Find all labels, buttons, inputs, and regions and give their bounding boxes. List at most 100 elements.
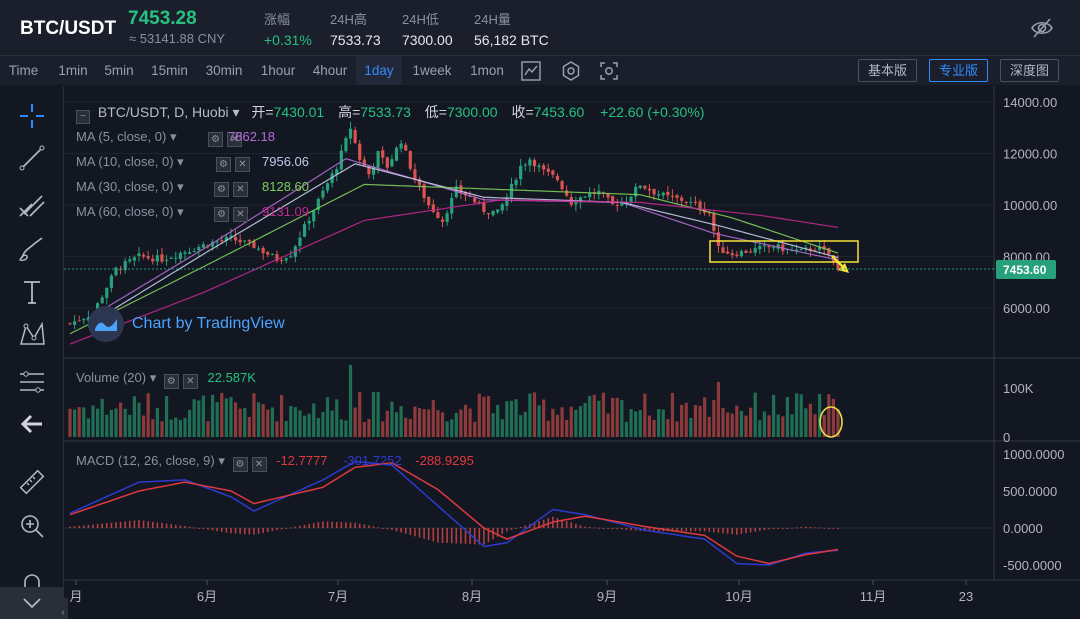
back-arrow-icon[interactable] bbox=[16, 408, 48, 440]
pair-name[interactable]: BTC/USDT bbox=[20, 18, 117, 39]
fib-retracement-icon[interactable] bbox=[16, 366, 48, 398]
volume-bar bbox=[404, 417, 408, 437]
close-icon[interactable]: ✕ bbox=[235, 157, 250, 172]
volume-bar bbox=[440, 412, 445, 437]
settings-gear-icon[interactable] bbox=[560, 60, 582, 82]
macd-hist-bar bbox=[648, 528, 651, 532]
trend-line-icon[interactable] bbox=[16, 142, 48, 174]
timeframe-30min[interactable]: 30min bbox=[205, 63, 243, 78]
text-tool-icon[interactable] bbox=[16, 276, 48, 308]
macd-hist-bar bbox=[575, 523, 577, 528]
candle-body bbox=[804, 247, 808, 249]
timeframe-1mon[interactable]: 1mon bbox=[470, 63, 504, 78]
macd-hist-bar bbox=[441, 528, 444, 543]
timeframe-4hour[interactable]: 4hour bbox=[312, 63, 348, 78]
gear-icon[interactable]: ⚙ bbox=[208, 132, 223, 147]
candle-body bbox=[160, 254, 164, 262]
chevron-down-icon[interactable]: ▾ bbox=[177, 154, 184, 169]
eye-off-icon[interactable] bbox=[1030, 16, 1054, 40]
macd-hist-bar bbox=[818, 527, 821, 529]
candle-body bbox=[325, 183, 330, 191]
panel-collapse-handle[interactable]: ‹ bbox=[58, 598, 68, 619]
screenshot-icon[interactable] bbox=[598, 60, 620, 82]
ruler-icon[interactable] bbox=[16, 466, 48, 498]
macd-tick-label: 1000.0000 bbox=[1003, 447, 1064, 462]
close-icon[interactable]: ✕ bbox=[182, 374, 198, 389]
candle-body bbox=[588, 192, 592, 198]
high-value: 7533.73 bbox=[360, 104, 411, 120]
macd-hist-bar bbox=[78, 525, 80, 528]
symbol-label[interactable]: BTC/USDT, D, Huobi bbox=[97, 104, 229, 120]
tradingview-watermark[interactable]: Chart by TradingView bbox=[88, 306, 285, 342]
macd-hist-bar bbox=[565, 520, 568, 528]
close-icon[interactable]: ✕ bbox=[227, 132, 242, 147]
timeframe-time[interactable]: Time bbox=[8, 63, 39, 78]
gear-icon[interactable]: ⚙ bbox=[216, 157, 231, 172]
candle-body bbox=[836, 262, 840, 270]
candle-body bbox=[109, 275, 113, 288]
volume-bar bbox=[477, 393, 481, 437]
volume-bar bbox=[367, 419, 371, 437]
chart-type-icon[interactable] bbox=[520, 60, 542, 82]
macd-hist-bar bbox=[717, 528, 720, 533]
close-icon[interactable]: ✕ bbox=[251, 457, 267, 472]
macd-hist-bar bbox=[708, 528, 711, 532]
collapse-tools-button[interactable] bbox=[0, 587, 64, 619]
macd-hist-bar bbox=[759, 528, 761, 531]
macd-hist-bar bbox=[731, 528, 734, 535]
consolidation-box bbox=[709, 240, 859, 263]
open-value: 7430.01 bbox=[273, 104, 325, 120]
candle-body bbox=[132, 257, 136, 261]
pitchfork-icon[interactable] bbox=[16, 188, 48, 220]
macd-hist-bar bbox=[69, 526, 71, 528]
volume-value: 22.587K bbox=[207, 370, 256, 385]
collapse-legend-icon[interactable]: − bbox=[76, 110, 90, 124]
x-tick-label: 7月 bbox=[328, 589, 348, 604]
candle-body bbox=[578, 197, 583, 203]
candle-body bbox=[114, 267, 118, 276]
timeframe-15min[interactable]: 15min bbox=[151, 63, 188, 78]
timeframe-1week[interactable]: 1week bbox=[412, 63, 452, 78]
volume-bar bbox=[224, 398, 228, 437]
magnet-icon[interactable] bbox=[16, 568, 48, 600]
timeframe-1min[interactable]: 1min bbox=[58, 63, 88, 78]
pattern-icon[interactable] bbox=[16, 318, 48, 350]
candle-body bbox=[693, 201, 698, 203]
timeframe-5min[interactable]: 5min bbox=[104, 63, 134, 78]
gear-icon[interactable]: ⚙ bbox=[163, 374, 179, 389]
macd-hist-bar bbox=[699, 528, 701, 532]
volume-bar bbox=[542, 399, 546, 437]
macd-hist-bar bbox=[119, 521, 122, 528]
brush-icon[interactable] bbox=[16, 232, 48, 264]
crosshair-icon[interactable] bbox=[16, 100, 48, 132]
chevron-down-icon[interactable]: ▾ bbox=[177, 204, 184, 219]
timeframe-1day[interactable]: 1day bbox=[356, 56, 402, 85]
volume-bar bbox=[197, 400, 201, 437]
candle-body bbox=[574, 202, 578, 205]
view-pro-button[interactable]: 专业版 bbox=[929, 59, 989, 82]
macd-hist-bar bbox=[588, 527, 591, 529]
view-basic-button[interactable]: 基本版 bbox=[858, 59, 918, 82]
chevron-down-icon[interactable]: ▾ bbox=[232, 104, 240, 120]
zoom-in-icon[interactable] bbox=[16, 510, 48, 542]
volume-bar bbox=[647, 415, 652, 437]
chevron-down-icon[interactable]: ▾ bbox=[169, 129, 177, 144]
gear-icon[interactable]: ⚙ bbox=[232, 457, 248, 472]
volume-bar bbox=[252, 393, 256, 437]
timeframe-1hour[interactable]: 1hour bbox=[260, 63, 296, 78]
candle-body bbox=[77, 320, 81, 322]
volume-bar bbox=[785, 397, 790, 437]
volume-bar bbox=[284, 421, 288, 437]
close-icon[interactable]: ✕ bbox=[233, 207, 248, 222]
view-depth-button[interactable]: 深度图 bbox=[1000, 59, 1060, 82]
close-icon[interactable]: ✕ bbox=[233, 182, 248, 197]
gear-icon[interactable]: ⚙ bbox=[214, 182, 229, 197]
chevron-down-icon[interactable]: ▾ bbox=[177, 179, 184, 194]
volume-bar bbox=[762, 411, 767, 437]
gear-icon[interactable]: ⚙ bbox=[214, 207, 229, 222]
macd-hist-bar bbox=[570, 522, 573, 528]
macd-hist-bar bbox=[671, 528, 674, 532]
chevron-down-icon[interactable]: ▾ bbox=[218, 453, 225, 468]
chevron-down-icon[interactable]: ▾ bbox=[149, 370, 157, 385]
